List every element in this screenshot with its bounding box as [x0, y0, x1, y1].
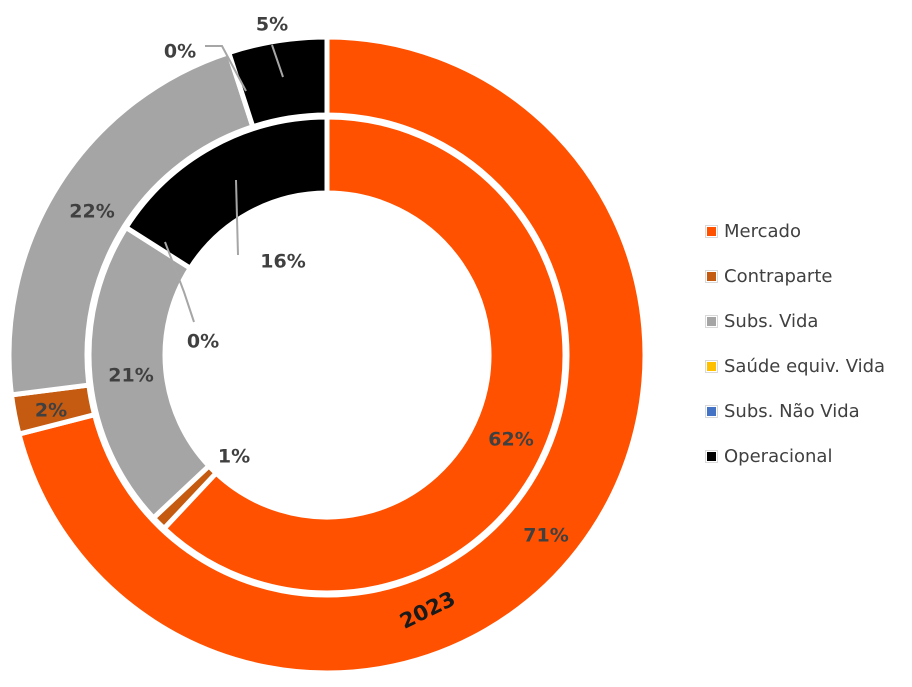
- legend-swatch-saude-equiv-vida: [705, 359, 718, 373]
- data-label-inner-contraparte: 1%: [218, 446, 250, 468]
- legend-label-contraparte: Contraparte: [724, 265, 833, 287]
- legend-item-subs-vida[interactable]: Subs. Vida: [705, 310, 885, 332]
- legend-swatch-contraparte: [705, 269, 718, 283]
- data-label-inner-saude-equiv-vida: 0%: [187, 331, 219, 353]
- legend-label-subs-nao-vida: Subs. Não Vida: [724, 400, 860, 422]
- data-label-outer-contraparte: 2%: [35, 400, 67, 422]
- data-label-outer-subs-vida: 22%: [69, 201, 114, 223]
- leader-line-outer-operacional: [271, 44, 284, 78]
- legend-swatch-operacional: [705, 449, 718, 463]
- data-label-outer-operacional: 5%: [256, 14, 288, 36]
- legend: Mercado Contraparte Subs. Vida Saúde equiv.…: [705, 220, 886, 490]
- slice-inner-mercado: [161, 114, 568, 596]
- leader-line-outer-saude-equiv-vida: [205, 45, 247, 92]
- legend-swatch-subs-vida: [705, 314, 718, 328]
- slice-inner-operacional: [123, 114, 330, 271]
- legend-item-mercado[interactable]: Mercado: [705, 220, 885, 242]
- legend-label-operacional: Operacional: [724, 445, 833, 467]
- legend-swatch-mercado: [705, 224, 718, 238]
- data-label-inner-mercado: 62%: [488, 429, 533, 451]
- legend-item-contraparte[interactable]: Contraparte: [705, 265, 885, 287]
- legend-item-subs-nao-vida[interactable]: Subs. Não Vida: [705, 400, 885, 422]
- leader-line-inner-saude-equiv-vida: [164, 241, 195, 323]
- legend-label-mercado: Mercado: [724, 220, 801, 242]
- legend-label-subs-vida: Subs. Vida: [724, 310, 819, 332]
- legend-label-saude-equiv-vida: Saúde equiv. Vida: [724, 355, 886, 377]
- leader-line-inner-operacional: [235, 179, 239, 256]
- legend-item-saude-equiv-vida[interactable]: Saúde equiv. Vida: [705, 355, 886, 377]
- data-label-outer-saude-equiv-vida: 0%: [164, 41, 196, 63]
- data-label-inner-subs-vida: 21%: [108, 365, 153, 387]
- data-label-outer-mercado: 71%: [523, 525, 568, 547]
- legend-swatch-subs-nao-vida: [705, 404, 718, 418]
- legend-item-operacional[interactable]: Operacional: [705, 445, 885, 467]
- data-label-inner-operacional: 16%: [260, 251, 305, 273]
